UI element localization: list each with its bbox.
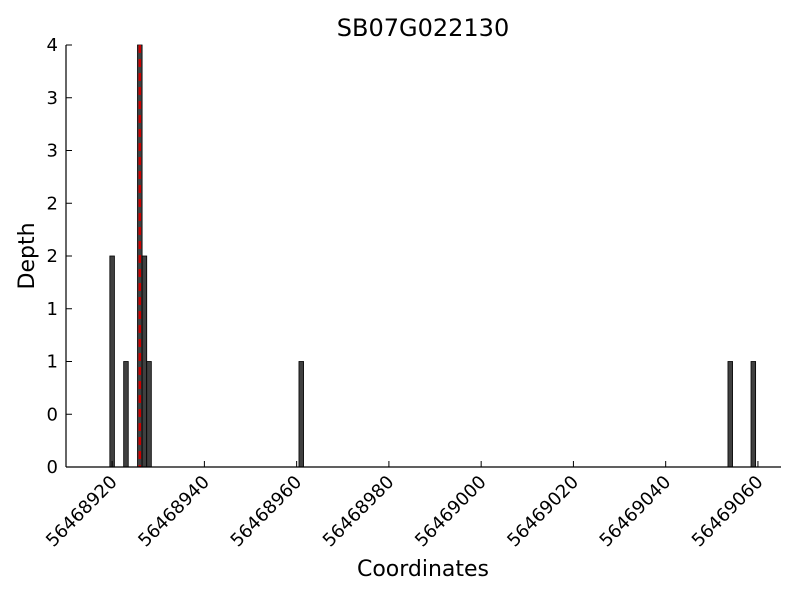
y-tick-label: 1 xyxy=(47,352,58,373)
y-tick-label: 2 xyxy=(47,246,58,267)
bar xyxy=(141,255,148,468)
x-tick-label: 56469000 xyxy=(411,472,491,552)
x-tick-label: 56469060 xyxy=(688,472,768,552)
x-tick-label: 56468920 xyxy=(42,472,122,552)
y-tick-label: 1 xyxy=(47,299,58,320)
x-tick-label: 56468960 xyxy=(227,472,307,552)
bar xyxy=(298,361,304,468)
y-tick-label: 0 xyxy=(47,404,58,425)
axes-group xyxy=(65,45,781,468)
y-axis-label: Depth xyxy=(15,222,40,289)
x-axis-label: Coordinates xyxy=(357,557,489,582)
bar xyxy=(750,361,757,468)
bar xyxy=(109,255,115,468)
bar xyxy=(727,361,733,468)
x-tick-label: 56469040 xyxy=(596,472,676,552)
bars-group xyxy=(109,44,757,468)
y-tick-label: 2 xyxy=(47,193,58,214)
y-tick-label: 3 xyxy=(47,141,58,162)
chart-title: SB07G022130 xyxy=(337,14,509,42)
bar xyxy=(146,361,152,468)
y-tick-label: 3 xyxy=(47,88,58,109)
x-tick-label: 56468980 xyxy=(319,472,399,552)
x-tick-label: 56468940 xyxy=(134,472,214,552)
y-tick-label: 4 xyxy=(47,35,58,56)
x-tick-label: 56469020 xyxy=(503,472,583,552)
y-ticks: 0 0 1 1 2 2 3 3 4 xyxy=(47,35,72,478)
y-tick-label: 0 xyxy=(47,457,58,478)
x-ticks: 56468920 56468940 56468960 56468980 56469000… xyxy=(42,461,767,551)
bar xyxy=(123,361,129,468)
